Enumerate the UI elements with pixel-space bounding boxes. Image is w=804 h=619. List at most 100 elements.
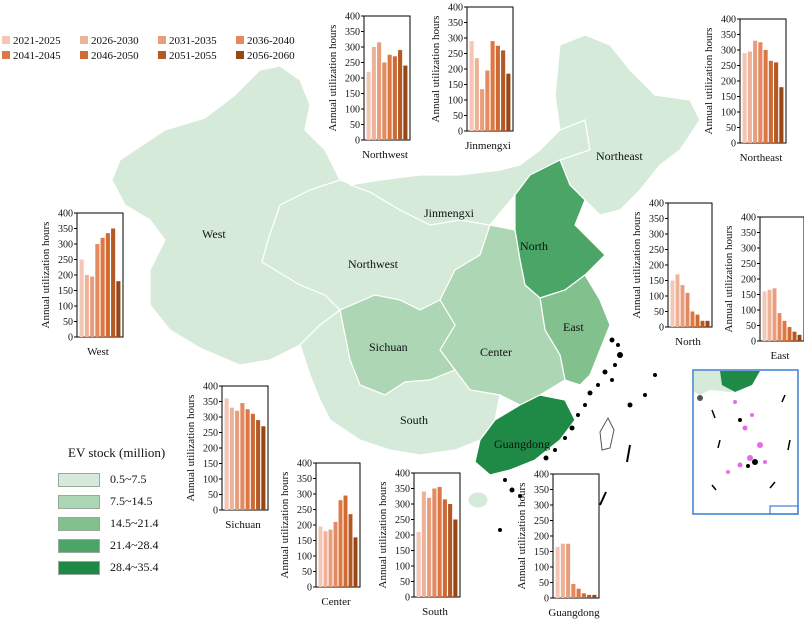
period-swatch (2, 51, 10, 59)
y-tick-label: 0 (307, 583, 312, 594)
bar (560, 543, 565, 598)
y-tick-label: 300 (534, 501, 549, 512)
y-tick-label: 300 (345, 43, 360, 54)
bar-chart-east: 0 50 100 150 200 250 300 350 400 Annual utilizati… (723, 213, 804, 362)
label-center: Center (480, 345, 512, 359)
y-tick-label: 0 (731, 139, 736, 150)
ev-legend-label: 7.5~14.5 (110, 494, 153, 508)
y-tick-label: 100 (297, 552, 312, 563)
y-tick-label: 250 (649, 245, 664, 256)
period-swatch (2, 36, 10, 44)
y-tick-label: 400 (534, 470, 549, 481)
bar (700, 320, 705, 327)
y-tick-label: 150 (448, 80, 463, 91)
chart-frame (315, 462, 361, 588)
y-tick-label: 150 (721, 92, 736, 103)
bar (371, 47, 376, 140)
y-tick-label: 400 (721, 15, 736, 26)
y-tick-label: 150 (58, 286, 73, 297)
chart-region-title: Sichuan (225, 519, 261, 531)
bar (566, 543, 571, 598)
bar (592, 594, 597, 598)
y-tick-label: 350 (741, 228, 756, 239)
bar (767, 289, 772, 341)
period-label: 2051-2055 (169, 50, 217, 62)
coastal-islands (498, 337, 657, 532)
bar (747, 51, 752, 143)
y-tick-label: 400 (203, 382, 218, 393)
bar (100, 237, 105, 337)
y-tick-label: 300 (203, 413, 218, 424)
region-south (299, 308, 501, 456)
bar (705, 320, 710, 327)
y-tick-label: 400 (741, 213, 756, 224)
period-legend-item: 2046-2050 (80, 50, 139, 62)
chart-region-title: North (675, 336, 701, 348)
chart-region-title: East (771, 350, 790, 362)
y-tick-label: 200 (649, 261, 664, 272)
chart-frame (363, 15, 411, 141)
bar (421, 491, 426, 597)
y-axis-label: Annual utilization hours (377, 482, 389, 589)
bar (571, 584, 576, 598)
y-tick-label: 50 (63, 317, 73, 328)
y-tick-label: 150 (534, 547, 549, 558)
period-swatch (236, 51, 244, 59)
bar (432, 488, 437, 597)
bar-chart-north: 0 50 100 150 200 250 300 350 400 Annual utilizati… (631, 199, 713, 348)
bar (480, 89, 485, 131)
y-tick-label: 200 (203, 444, 218, 455)
period-legend-item: 2021-2025 (2, 35, 61, 47)
label-jinmengxi: Jinmengxi (424, 206, 475, 220)
bar (742, 53, 747, 143)
island-hainan (467, 491, 489, 509)
bar (261, 426, 266, 510)
chart-frame (759, 216, 804, 342)
region-guangdong (474, 394, 576, 476)
bar (675, 274, 680, 327)
y-axis-label: Annual utilization hours (723, 226, 735, 333)
y-tick-label: 100 (58, 302, 73, 313)
period-swatch (158, 36, 166, 44)
sea-markers (599, 444, 631, 506)
bar (348, 514, 353, 587)
label-north: North (520, 239, 548, 253)
y-axis-label: Annual utilization hours (327, 25, 339, 132)
ev-legend-swatch (58, 495, 100, 509)
y-tick-label: 200 (395, 531, 410, 542)
y-axis-label: Annual utilization hours (703, 28, 715, 135)
bar (797, 334, 802, 341)
chart-region-title: Guangdong (548, 607, 600, 619)
y-tick-label: 0 (355, 136, 360, 147)
bar (250, 413, 255, 510)
bar (469, 41, 474, 131)
y-tick-label: 250 (721, 61, 736, 72)
bar (240, 403, 245, 510)
bar-chart-insets: 0 50 100 150 200 250 300 350 400 Annual utilizati… (40, 3, 804, 619)
ev-legend-title: EV stock (million) (68, 445, 166, 460)
y-tick-label: 350 (395, 484, 410, 495)
chart-region-title: West (87, 346, 109, 358)
bar (328, 529, 333, 587)
label-sichuan: Sichuan (369, 340, 408, 354)
y-tick-label: 50 (726, 123, 736, 134)
ev-legend-swatch (58, 539, 100, 553)
bar (762, 291, 767, 341)
period-label: 2046-2050 (91, 50, 139, 62)
bar (485, 70, 490, 131)
bar (333, 521, 338, 587)
bar (111, 228, 116, 337)
bar (787, 327, 792, 341)
period-legend-item: 2026-2030 (80, 35, 139, 47)
bar (474, 58, 479, 131)
bar (382, 62, 387, 140)
period-legend-item: 2051-2055 (158, 50, 217, 62)
bar (398, 50, 403, 140)
bar (416, 531, 421, 597)
ev-legend-swatch (58, 473, 100, 487)
bar (685, 292, 690, 327)
bar (427, 497, 432, 597)
y-tick-label: 250 (203, 428, 218, 439)
y-tick-label: 200 (721, 77, 736, 88)
y-tick-label: 300 (649, 230, 664, 241)
